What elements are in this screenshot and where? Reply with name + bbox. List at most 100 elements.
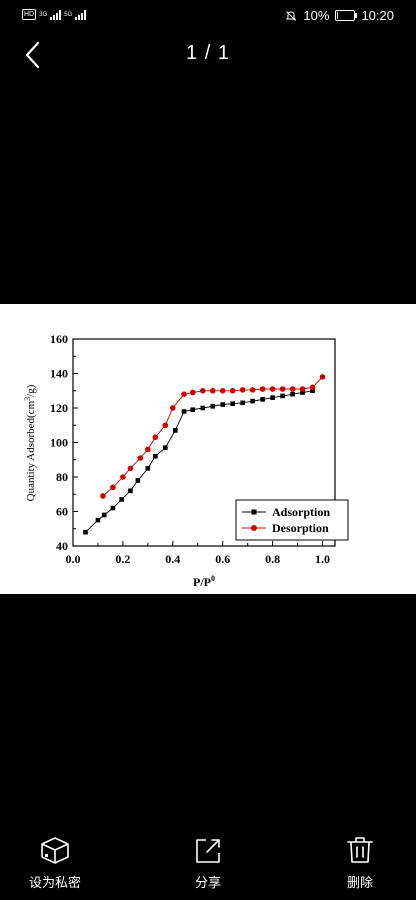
y-tick-label: 100 <box>50 436 68 450</box>
battery-icon <box>335 10 358 21</box>
desorption-point <box>162 422 169 429</box>
x-axis-label: P/P0 <box>193 574 215 589</box>
share-button[interactable]: 分享 <box>163 836 253 891</box>
desorption-point <box>152 434 159 441</box>
desorption-point <box>279 386 286 392</box>
signal-icon <box>50 9 62 20</box>
desorption-point <box>299 386 306 392</box>
adsorption-point <box>119 497 124 502</box>
desorption-point <box>199 387 206 394</box>
desorption-point <box>145 446 151 453</box>
adsorption-point <box>110 505 116 511</box>
adsorption-point <box>153 454 158 459</box>
page-counter: 1 / 1 <box>186 42 230 64</box>
legend-label-adsorption: Adsorption <box>272 505 330 519</box>
desorption-point <box>120 474 126 480</box>
delete-label: 删除 <box>346 876 373 891</box>
adsorption-point <box>210 403 216 409</box>
x-tick-label: 0.8 <box>265 552 280 566</box>
y-axis-label: Quantity Adsorbed(cm3/g) <box>23 384 37 501</box>
y-tick-label: 120 <box>50 401 68 415</box>
desorption-point <box>100 493 106 499</box>
private-box-icon <box>41 837 69 864</box>
desorption-point <box>229 387 236 394</box>
adsorption-point <box>220 402 226 407</box>
desorption-point <box>137 455 144 461</box>
adsorption-point <box>260 397 265 402</box>
desorption-point <box>219 387 226 394</box>
bottom-action-bar: 设为私密 分享 删除 <box>0 830 416 900</box>
status-bar: HD 3G 5G 10% 10:20 <box>0 0 416 30</box>
set-private-button[interactable]: 设为私密 <box>10 836 100 891</box>
desorption-point <box>259 386 266 392</box>
trash-icon <box>347 837 373 863</box>
y-axis-label-superscript: 3 <box>23 397 32 401</box>
x-tick-label: 0.6 <box>215 552 230 566</box>
desorption-point <box>127 465 134 472</box>
legend-marker-adsorption <box>251 509 257 515</box>
back-button[interactable] <box>18 38 52 72</box>
legend-label-desorption: Desorption <box>272 521 329 535</box>
adsorption-point <box>270 395 275 400</box>
status-left: HD 3G 5G <box>22 9 87 20</box>
network-type-a: 3G <box>39 11 48 18</box>
y-tick-label: 40 <box>56 539 68 553</box>
chart-legend: Adsorption Desorption <box>235 499 349 541</box>
desorption-point <box>209 387 216 394</box>
adsorption-point <box>250 398 255 404</box>
adsorption-point <box>230 401 235 406</box>
isotherm-chart: 0.0 0.2 0.4 0.6 0.8 1.0 40 60 80 100 120 140 160 Ads… <box>23 332 349 589</box>
battery-percentage: 10% <box>303 8 330 23</box>
desorption-point <box>309 384 316 391</box>
y-tick-label: 80 <box>56 470 68 484</box>
x-tick-label: 0.4 <box>165 552 180 566</box>
desorption-point <box>249 387 256 393</box>
desorption-point <box>239 387 246 393</box>
status-right: 10% 10:20 <box>285 8 394 23</box>
chevron-left-icon <box>25 41 40 69</box>
desorption-point <box>181 391 187 397</box>
share-label: 分享 <box>194 876 221 891</box>
adsorption-point <box>181 409 187 414</box>
x-tick-label: 0.0 <box>66 552 81 566</box>
y-axis-label-tail: /g) <box>25 384 37 397</box>
desorption-point <box>110 484 116 491</box>
legend-box <box>235 499 349 541</box>
y-tick-label: 160 <box>50 332 68 346</box>
signal-icon-2 <box>75 9 87 20</box>
share-icon <box>196 839 220 863</box>
legend-marker-desorption <box>251 525 257 531</box>
adsorption-point <box>173 428 178 433</box>
adsorption-point <box>101 512 107 518</box>
desorption-point <box>289 386 296 392</box>
adsorption-point <box>145 466 151 471</box>
set-private-label: 设为私密 <box>28 876 81 891</box>
adsorption-point <box>163 445 168 450</box>
desorption-point <box>319 374 326 380</box>
battery-fill <box>337 12 339 19</box>
adsorption-point <box>290 391 295 397</box>
network-type-b: 5G <box>64 11 73 18</box>
x-tick-label: 0.2 <box>115 552 130 566</box>
adsorption-point <box>300 390 305 395</box>
adsorption-point <box>83 529 88 535</box>
x-tick-label: 1.0 <box>315 552 330 566</box>
adsorption-point <box>200 405 206 411</box>
mute-bell-icon <box>286 10 297 21</box>
adsorption-point <box>310 388 315 394</box>
x-axis-label-superscript: 0 <box>211 574 215 583</box>
desorption-point <box>170 405 176 411</box>
y-tick-label: 60 <box>56 505 68 519</box>
hd-badge: HD <box>22 9 37 20</box>
adsorption-point <box>280 393 285 399</box>
y-tick-label: 140 <box>50 367 68 381</box>
adsorption-point <box>190 407 196 413</box>
adsorption-point <box>95 517 101 523</box>
adsorption-point <box>128 488 133 494</box>
desorption-point <box>269 386 276 392</box>
viewer-top-bar: 1 / 1 <box>0 30 416 80</box>
delete-button[interactable]: 删除 <box>315 836 405 891</box>
image-viewport[interactable]: 0.0 0.2 0.4 0.6 0.8 1.0 40 60 80 100 120 140 160 Ads… <box>0 304 416 594</box>
desorption-point <box>189 389 196 396</box>
status-time: 10:20 <box>361 8 394 23</box>
